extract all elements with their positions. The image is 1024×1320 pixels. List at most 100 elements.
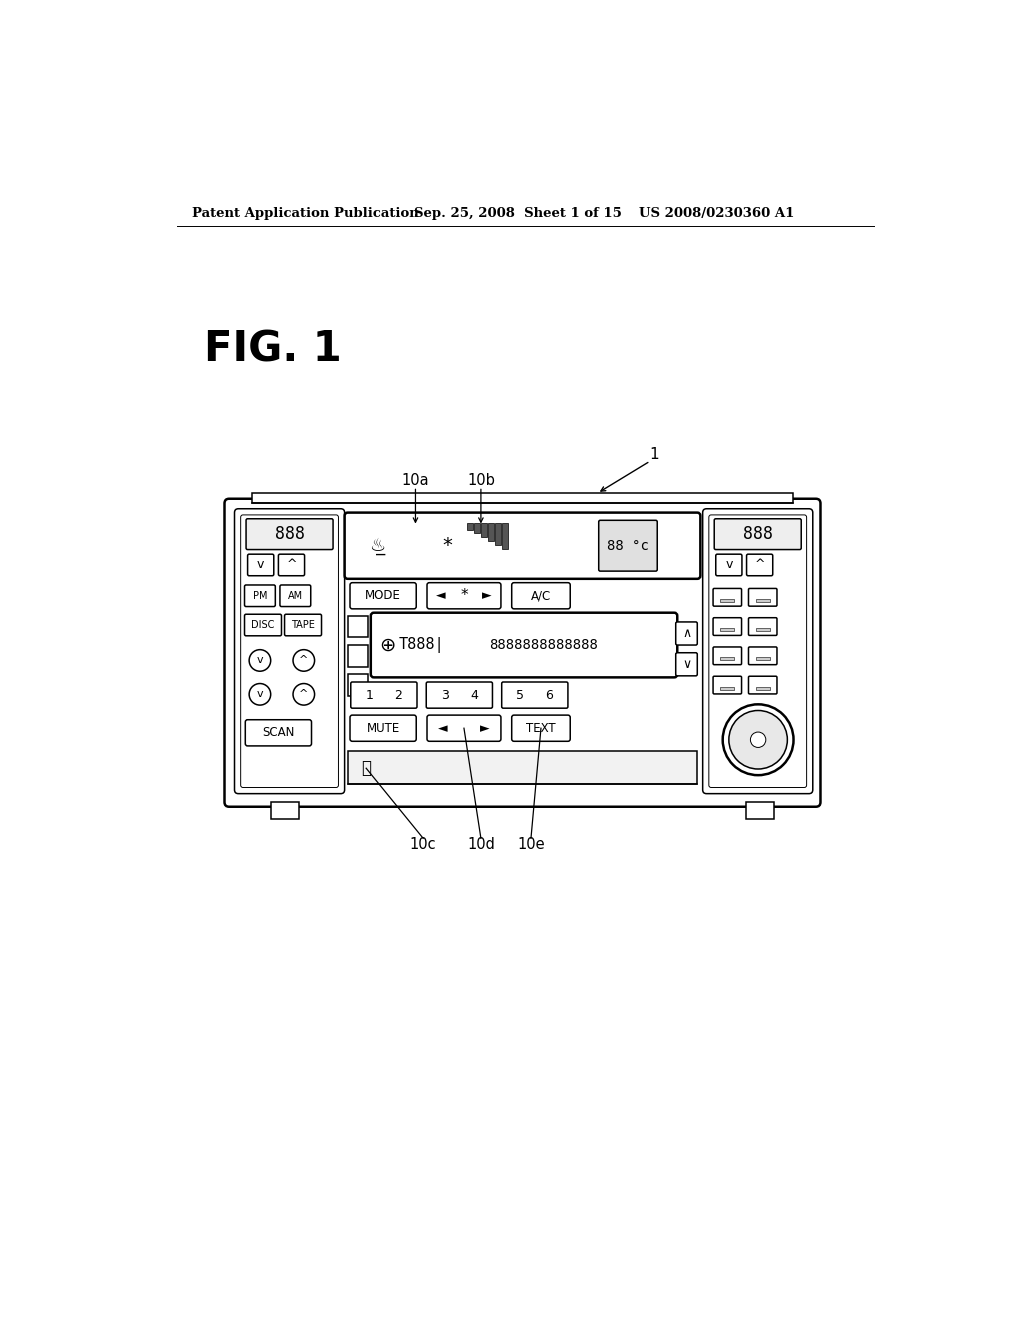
Text: 1: 1 bbox=[366, 689, 373, 702]
Bar bbox=[756, 686, 770, 689]
Text: 10e: 10e bbox=[517, 837, 545, 851]
Bar bbox=[756, 628, 770, 631]
Text: ^: ^ bbox=[755, 558, 765, 572]
Circle shape bbox=[293, 684, 314, 705]
Text: ►: ► bbox=[482, 589, 492, 602]
Text: ►: ► bbox=[480, 722, 489, 735]
Text: 10d: 10d bbox=[467, 837, 495, 851]
FancyBboxPatch shape bbox=[224, 499, 820, 807]
Text: 10c: 10c bbox=[410, 837, 436, 851]
Text: DISC: DISC bbox=[251, 620, 274, 630]
FancyBboxPatch shape bbox=[713, 676, 741, 694]
Text: 888: 888 bbox=[274, 525, 304, 543]
Text: 3: 3 bbox=[440, 689, 449, 702]
Circle shape bbox=[293, 649, 314, 671]
Text: ◄: ◄ bbox=[436, 589, 445, 602]
Bar bbox=[348, 751, 697, 784]
FancyBboxPatch shape bbox=[599, 520, 657, 572]
Text: ⛍: ⛍ bbox=[361, 759, 371, 777]
Text: MODE: MODE bbox=[366, 589, 401, 602]
Bar bbox=[348, 616, 368, 638]
FancyBboxPatch shape bbox=[351, 682, 417, 708]
Text: v: v bbox=[725, 558, 732, 572]
Bar bbox=[474, 524, 480, 533]
Text: 5: 5 bbox=[516, 689, 524, 702]
FancyBboxPatch shape bbox=[512, 582, 570, 609]
Text: ^: ^ bbox=[299, 656, 308, 665]
FancyBboxPatch shape bbox=[246, 719, 311, 746]
Bar bbox=[495, 524, 501, 545]
Text: 8888888888888: 8888888888888 bbox=[488, 638, 598, 652]
FancyBboxPatch shape bbox=[709, 515, 807, 788]
Text: 1: 1 bbox=[649, 447, 659, 462]
FancyBboxPatch shape bbox=[246, 519, 333, 549]
Bar bbox=[271, 803, 299, 818]
FancyBboxPatch shape bbox=[749, 589, 777, 606]
Text: 10a: 10a bbox=[401, 473, 429, 488]
FancyBboxPatch shape bbox=[345, 512, 700, 579]
Text: T888|: T888| bbox=[398, 638, 444, 653]
Text: AM: AM bbox=[288, 591, 303, 601]
Bar bbox=[252, 492, 793, 503]
FancyBboxPatch shape bbox=[245, 614, 282, 636]
Text: ◄: ◄ bbox=[438, 722, 447, 735]
FancyBboxPatch shape bbox=[713, 647, 741, 665]
Text: v: v bbox=[257, 656, 263, 665]
Text: TAPE: TAPE bbox=[291, 620, 315, 630]
Text: *: * bbox=[442, 536, 453, 556]
Text: 10b: 10b bbox=[467, 473, 495, 488]
FancyBboxPatch shape bbox=[248, 554, 273, 576]
Bar bbox=[487, 524, 494, 541]
Circle shape bbox=[729, 710, 787, 770]
Circle shape bbox=[723, 705, 794, 775]
Text: 6: 6 bbox=[546, 689, 553, 702]
Bar bbox=[745, 803, 773, 818]
Bar bbox=[720, 686, 734, 689]
Text: A/C: A/C bbox=[530, 589, 551, 602]
FancyBboxPatch shape bbox=[749, 647, 777, 665]
FancyBboxPatch shape bbox=[285, 614, 322, 636]
FancyBboxPatch shape bbox=[371, 612, 677, 677]
Text: ^: ^ bbox=[299, 689, 308, 700]
Text: ∨: ∨ bbox=[682, 657, 691, 671]
FancyBboxPatch shape bbox=[713, 589, 741, 606]
FancyBboxPatch shape bbox=[512, 715, 570, 742]
FancyBboxPatch shape bbox=[279, 554, 304, 576]
FancyBboxPatch shape bbox=[702, 508, 813, 793]
Text: SCAN: SCAN bbox=[262, 726, 295, 739]
Text: MUTE: MUTE bbox=[367, 722, 399, 735]
Text: Sep. 25, 2008  Sheet 1 of 15: Sep. 25, 2008 Sheet 1 of 15 bbox=[414, 207, 622, 220]
FancyBboxPatch shape bbox=[713, 618, 741, 635]
Text: Patent Application Publication: Patent Application Publication bbox=[193, 207, 419, 220]
Bar bbox=[720, 599, 734, 602]
Bar bbox=[348, 645, 368, 667]
FancyBboxPatch shape bbox=[350, 715, 416, 742]
Text: ♨̲: ♨̲ bbox=[369, 537, 385, 554]
Text: v: v bbox=[257, 689, 263, 700]
Bar bbox=[720, 628, 734, 631]
FancyBboxPatch shape bbox=[234, 508, 345, 793]
Bar bbox=[756, 657, 770, 660]
FancyBboxPatch shape bbox=[714, 519, 801, 549]
FancyBboxPatch shape bbox=[427, 715, 501, 742]
Text: 2: 2 bbox=[394, 689, 402, 702]
FancyBboxPatch shape bbox=[427, 582, 501, 609]
Bar bbox=[720, 657, 734, 660]
FancyBboxPatch shape bbox=[245, 585, 275, 607]
FancyBboxPatch shape bbox=[676, 622, 697, 645]
Text: PM: PM bbox=[253, 591, 267, 601]
Text: FIG. 1: FIG. 1 bbox=[204, 329, 341, 371]
Text: ∧: ∧ bbox=[682, 627, 691, 640]
Circle shape bbox=[249, 649, 270, 671]
Text: ⊕: ⊕ bbox=[380, 635, 396, 655]
Bar bbox=[348, 675, 368, 696]
Text: US 2008/0230360 A1: US 2008/0230360 A1 bbox=[639, 207, 795, 220]
Bar bbox=[756, 599, 770, 602]
FancyBboxPatch shape bbox=[746, 554, 773, 576]
Bar bbox=[481, 523, 487, 537]
FancyBboxPatch shape bbox=[716, 554, 742, 576]
FancyBboxPatch shape bbox=[749, 676, 777, 694]
Circle shape bbox=[249, 684, 270, 705]
FancyBboxPatch shape bbox=[426, 682, 493, 708]
Text: TEXT: TEXT bbox=[526, 722, 556, 735]
